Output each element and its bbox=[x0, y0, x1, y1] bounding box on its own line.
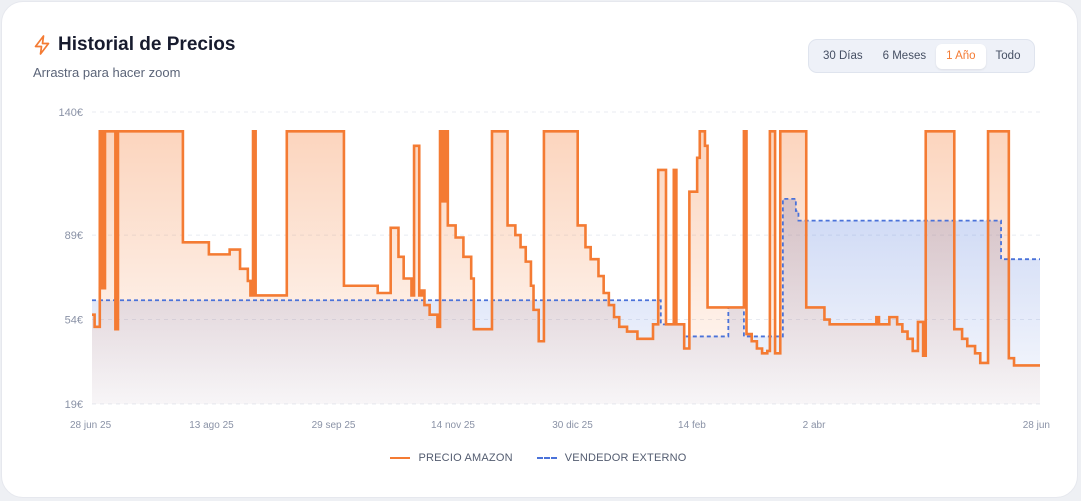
legend-label-amazon: PRECIO AMAZON bbox=[418, 452, 513, 464]
y-tick-label: 54€ bbox=[65, 315, 83, 327]
title-row: Historial de Precios bbox=[33, 34, 235, 56]
x-tick-label: 13 ago 25 bbox=[189, 420, 234, 431]
lightning-bolt-icon bbox=[34, 35, 50, 55]
x-tick-label: 29 sep 25 bbox=[312, 420, 356, 431]
chart-legend: PRECIO AMAZON VENDEDOR EXTERNO bbox=[0, 452, 1077, 464]
legend-item-external[interactable]: VENDEDOR EXTERNO bbox=[536, 452, 687, 464]
y-tick-label: 19€ bbox=[65, 399, 83, 411]
y-tick-label: 140€ bbox=[59, 107, 83, 119]
x-tick-label: 28 jun bbox=[1023, 420, 1050, 431]
legend-label-external: VENDEDOR EXTERNO bbox=[564, 452, 687, 464]
legend-swatch-external bbox=[536, 457, 557, 459]
page-title: Historial de Precios bbox=[58, 34, 236, 55]
amazon-price-line[interactable] bbox=[92, 130, 1040, 367]
range-all-button[interactable]: Todo bbox=[995, 49, 1021, 62]
x-tick-label: 30 dic 25 bbox=[552, 420, 593, 431]
x-tick-label: 2 abr bbox=[803, 420, 826, 431]
legend-item-amazon[interactable]: PRECIO AMAZON bbox=[390, 452, 513, 464]
range-1-year-button[interactable]: 1 Año bbox=[936, 43, 986, 69]
range-selector: 30 Días 6 Meses 1 Año Todo bbox=[808, 39, 1036, 73]
x-tick-label: 28 jun 25 bbox=[70, 420, 112, 431]
range-30-days-button[interactable]: 30 Días bbox=[823, 49, 863, 62]
zoom-hint: Arrastra para hacer zoom bbox=[33, 65, 181, 80]
y-tick-label: 89€ bbox=[65, 230, 83, 242]
legend-swatch-amazon bbox=[390, 457, 411, 459]
x-tick-label: 14 feb bbox=[678, 420, 706, 431]
range-6-months-button[interactable]: 6 Meses bbox=[882, 49, 927, 62]
amazon-area bbox=[92, 131, 1040, 404]
x-tick-label: 14 nov 25 bbox=[431, 420, 475, 431]
